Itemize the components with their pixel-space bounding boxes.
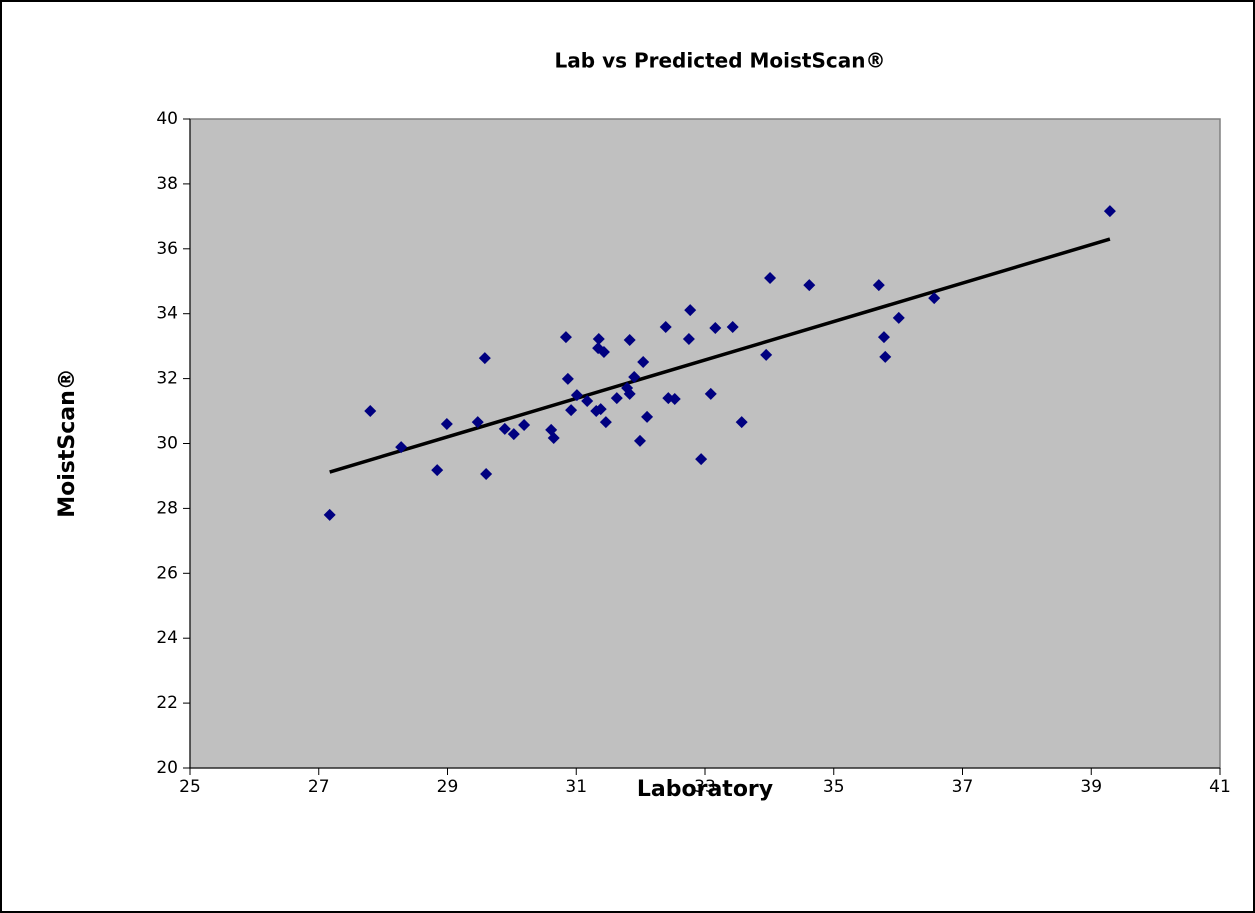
data-point xyxy=(892,311,905,324)
y-tick-label: 40 xyxy=(156,109,178,129)
data-point xyxy=(440,418,453,431)
data-point xyxy=(599,416,612,429)
x-tick-label: 31 xyxy=(565,777,587,797)
data-point xyxy=(668,393,681,406)
plot-area xyxy=(189,118,1221,769)
x-tick-label: 41 xyxy=(1209,777,1231,797)
y-tick-label: 22 xyxy=(156,693,178,713)
data-point xyxy=(684,304,697,317)
data-point xyxy=(704,387,717,400)
data-point xyxy=(709,321,722,334)
data-point xyxy=(877,331,890,344)
x-tick-label: 37 xyxy=(952,777,974,797)
x-tick-label: 35 xyxy=(823,777,845,797)
data-point xyxy=(623,387,636,400)
y-tick-label: 34 xyxy=(156,304,178,324)
data-point xyxy=(760,348,773,361)
data-point xyxy=(803,279,816,292)
y-tick-label: 30 xyxy=(156,434,178,454)
data-point xyxy=(565,404,578,417)
data-point xyxy=(726,321,739,334)
data-point xyxy=(478,352,491,365)
y-tick-label: 36 xyxy=(156,239,178,259)
data-point xyxy=(518,419,531,432)
data-point xyxy=(637,356,650,369)
data-point xyxy=(592,333,605,346)
y-tick-label: 32 xyxy=(156,369,178,389)
data-point xyxy=(735,416,748,429)
data-point xyxy=(623,333,636,346)
data-point xyxy=(628,370,641,383)
x-axis-label: Laboratory xyxy=(637,777,773,802)
data-point xyxy=(695,453,708,466)
data-point xyxy=(594,403,607,416)
data-point xyxy=(633,434,646,447)
data-point xyxy=(928,292,941,305)
y-tick-label: 38 xyxy=(156,174,178,194)
data-point xyxy=(431,464,444,477)
data-point xyxy=(764,272,777,285)
x-tick-label: 29 xyxy=(437,777,459,797)
data-point xyxy=(547,431,560,444)
data-point xyxy=(364,405,377,418)
y-tick-label: 24 xyxy=(156,628,178,648)
y-tick-label: 20 xyxy=(156,758,178,778)
data-point xyxy=(559,331,572,344)
data-point xyxy=(323,508,336,521)
x-tick-label: 33 xyxy=(694,777,716,797)
data-point xyxy=(682,333,695,346)
data-point xyxy=(1103,205,1116,218)
trend-line xyxy=(329,237,1111,474)
data-point xyxy=(610,392,623,405)
y-axis-label: MoistScan® xyxy=(55,368,80,518)
data-point xyxy=(597,345,610,358)
x-tick-label: 39 xyxy=(1080,777,1102,797)
data-point xyxy=(872,279,885,292)
data-point xyxy=(879,350,892,363)
data-point xyxy=(641,410,654,423)
data-point xyxy=(471,416,484,429)
data-point xyxy=(507,428,520,441)
data-point xyxy=(395,441,408,454)
data-point xyxy=(561,372,574,385)
data-point xyxy=(480,468,493,481)
data-point xyxy=(498,422,511,435)
chart-title: Lab vs Predicted MoistScan® xyxy=(555,49,886,73)
data-point xyxy=(570,389,583,402)
y-tick-label: 26 xyxy=(156,563,178,583)
x-tick-label: 27 xyxy=(308,777,330,797)
data-point xyxy=(659,321,672,334)
x-tick-label: 25 xyxy=(179,777,201,797)
data-point xyxy=(581,394,594,407)
y-tick-label: 28 xyxy=(156,498,178,518)
